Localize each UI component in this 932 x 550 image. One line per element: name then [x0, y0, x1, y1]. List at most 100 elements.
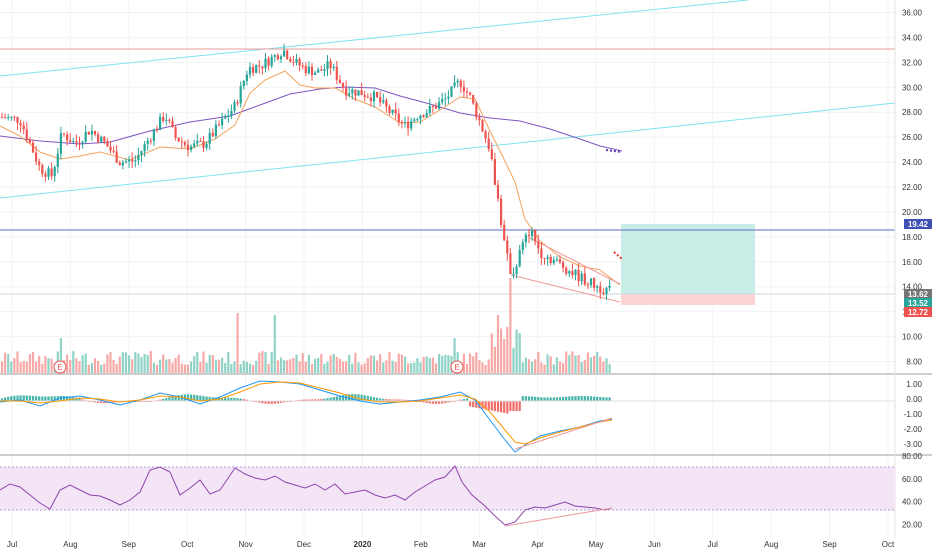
macd-histogram-bar: [444, 401, 447, 404]
macd-histogram-bar: [403, 399, 407, 401]
macd-histogram-bar: [478, 401, 481, 409]
candle-body: [233, 102, 236, 112]
candle-body: [286, 50, 289, 59]
volume-bar: [301, 352, 304, 373]
volume-bar: [422, 356, 425, 373]
volume-bar: [214, 360, 217, 373]
price-tick-label: 36.00: [902, 8, 923, 17]
candle-body: [469, 92, 472, 95]
candle-body: [403, 122, 407, 124]
volume-bar: [90, 362, 93, 373]
candle-body: [106, 141, 109, 147]
volume-bar: [605, 358, 608, 373]
volume-bar: [19, 362, 22, 373]
macd-histogram-bar: [196, 395, 199, 401]
candle-body: [351, 89, 354, 94]
candle-body: [475, 103, 478, 118]
macd-histogram-bar: [224, 397, 227, 401]
candle-body: [168, 119, 171, 121]
macd-histogram-bar: [258, 401, 261, 403]
macd-histogram-bar: [493, 401, 496, 412]
macd-histogram-bar: [394, 399, 397, 401]
volume-bar: [391, 360, 394, 373]
candle-body: [292, 61, 295, 63]
volume-bar: [10, 361, 13, 373]
volume-bar: [196, 351, 199, 373]
volume-bar: [608, 364, 611, 373]
candle-body: [50, 168, 53, 177]
time-tick-label: Aug: [764, 540, 778, 549]
candle-body: [202, 141, 205, 148]
candle-body: [493, 159, 496, 185]
volume-bar: [453, 338, 456, 373]
macd-histogram-bar: [369, 396, 372, 401]
candle-body: [264, 58, 267, 69]
macd-histogram-bar: [242, 399, 245, 401]
candle-body: [394, 109, 397, 114]
volume-bar: [286, 360, 289, 373]
volume-bar: [292, 357, 295, 373]
volume-bar: [7, 354, 10, 373]
candle-body: [527, 234, 531, 237]
volume-bar: [357, 362, 360, 373]
candle-body: [10, 116, 13, 118]
macd-histogram-bar: [273, 401, 276, 404]
volume-bar: [230, 363, 233, 373]
volume-bar: [289, 359, 292, 373]
candle-body: [320, 69, 323, 71]
candle-body: [348, 93, 351, 96]
candle-body: [438, 102, 441, 109]
candle-body: [385, 100, 388, 107]
macd-histogram-bar: [100, 401, 103, 404]
macd-histogram-bar: [168, 397, 171, 401]
macd-histogram-bar: [317, 399, 320, 401]
candle-body: [382, 100, 385, 103]
candle-body: [180, 141, 183, 143]
macd-histogram-bar: [227, 397, 230, 401]
candle-body: [521, 242, 524, 251]
macd-histogram-bar: [314, 399, 317, 401]
candle-body: [103, 136, 106, 142]
macd-histogram-bar: [93, 401, 97, 403]
volume-bar: [72, 351, 75, 373]
macd-histogram-bar: [320, 399, 323, 401]
volume-bar: [512, 347, 515, 373]
macd-histogram-bar: [472, 401, 475, 408]
macd-histogram-bar: [608, 397, 611, 401]
time-tick-label: Mar: [472, 540, 486, 549]
price-tick-label: 18.00: [902, 233, 923, 242]
falling-wedge-lower: [510, 274, 621, 303]
candle-body: [543, 257, 546, 259]
volume-bar: [425, 356, 428, 373]
volume-bar: [66, 354, 69, 373]
volume-bar: [217, 359, 221, 373]
macd-histogram-bar: [400, 399, 403, 401]
candle-body: [279, 56, 283, 60]
rsi-tick-label: 20.00: [902, 521, 923, 530]
candle-body: [506, 240, 509, 254]
candle-body: [75, 141, 78, 143]
macd-histogram-bar: [469, 401, 472, 407]
candle-body: [115, 151, 118, 163]
candle-body: [589, 278, 593, 286]
candle-body: [4, 117, 7, 119]
macd-histogram-bar: [28, 395, 31, 401]
candle-body: [410, 120, 413, 129]
candle-body: [283, 50, 286, 57]
rsi-band: [0, 467, 895, 510]
earnings-marker-1[interactable]: E: [53, 360, 67, 374]
macd-histogram-bar: [335, 396, 338, 401]
stop-price-badge: 12.72: [904, 307, 932, 317]
volume-bar: [428, 357, 431, 373]
time-tick-label: May: [588, 540, 603, 549]
macd-histogram-bar: [0, 398, 4, 401]
candle-body: [38, 161, 41, 166]
candle-body: [341, 83, 345, 88]
macd-histogram-bar: [109, 401, 112, 403]
earnings-marker-2[interactable]: E: [450, 360, 464, 374]
volume-bar: [534, 359, 537, 373]
last-price-badge: 13.62: [904, 289, 932, 299]
volume-bar: [602, 361, 605, 373]
candle-body: [208, 132, 211, 144]
slow-moving-average: [0, 86, 623, 152]
